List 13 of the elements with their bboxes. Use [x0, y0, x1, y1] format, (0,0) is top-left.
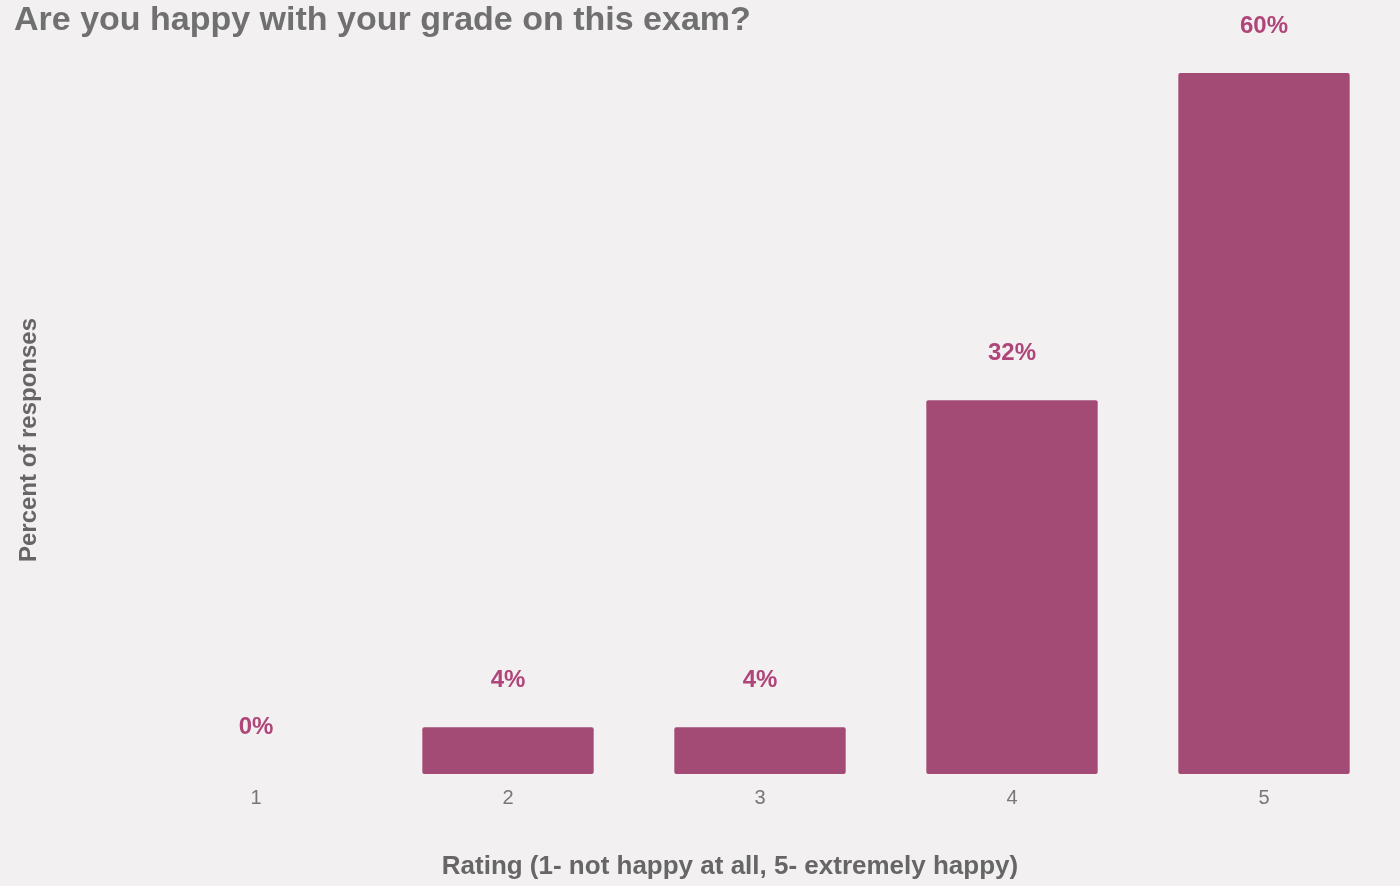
x-tick-label: 1	[250, 786, 262, 809]
y-axis-title: Percent of responses	[14, 317, 41, 563]
x-tick-label: 5	[1258, 786, 1270, 809]
data-label: 4%	[490, 665, 526, 693]
data-label: 0%	[238, 712, 274, 739]
x-tick-label: 2	[502, 786, 514, 809]
x-axis-title: Rating (1- not happy at all, 5- extremely happy)	[441, 850, 1019, 880]
data-label: 32%	[987, 338, 1037, 366]
data-label: 4%	[742, 665, 778, 693]
chart-title: Are you happy with your grade on this exam?	[14, 0, 751, 37]
data-label: 60%	[1239, 11, 1289, 38]
x-tick-label: 3	[754, 786, 766, 809]
x-tick-label: 4	[1006, 786, 1018, 809]
